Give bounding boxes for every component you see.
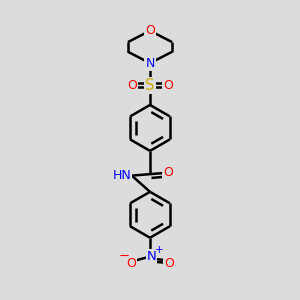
Text: O: O (127, 79, 137, 92)
Text: N: N (147, 250, 156, 263)
Text: N: N (145, 57, 155, 70)
Text: O: O (126, 256, 136, 270)
Text: O: O (145, 24, 155, 37)
Text: −: − (119, 250, 130, 263)
Text: O: O (163, 79, 173, 92)
Text: O: O (163, 166, 173, 179)
Text: +: + (155, 245, 164, 255)
Text: O: O (164, 256, 174, 270)
Text: HN: HN (112, 169, 131, 182)
Text: S: S (145, 78, 155, 93)
